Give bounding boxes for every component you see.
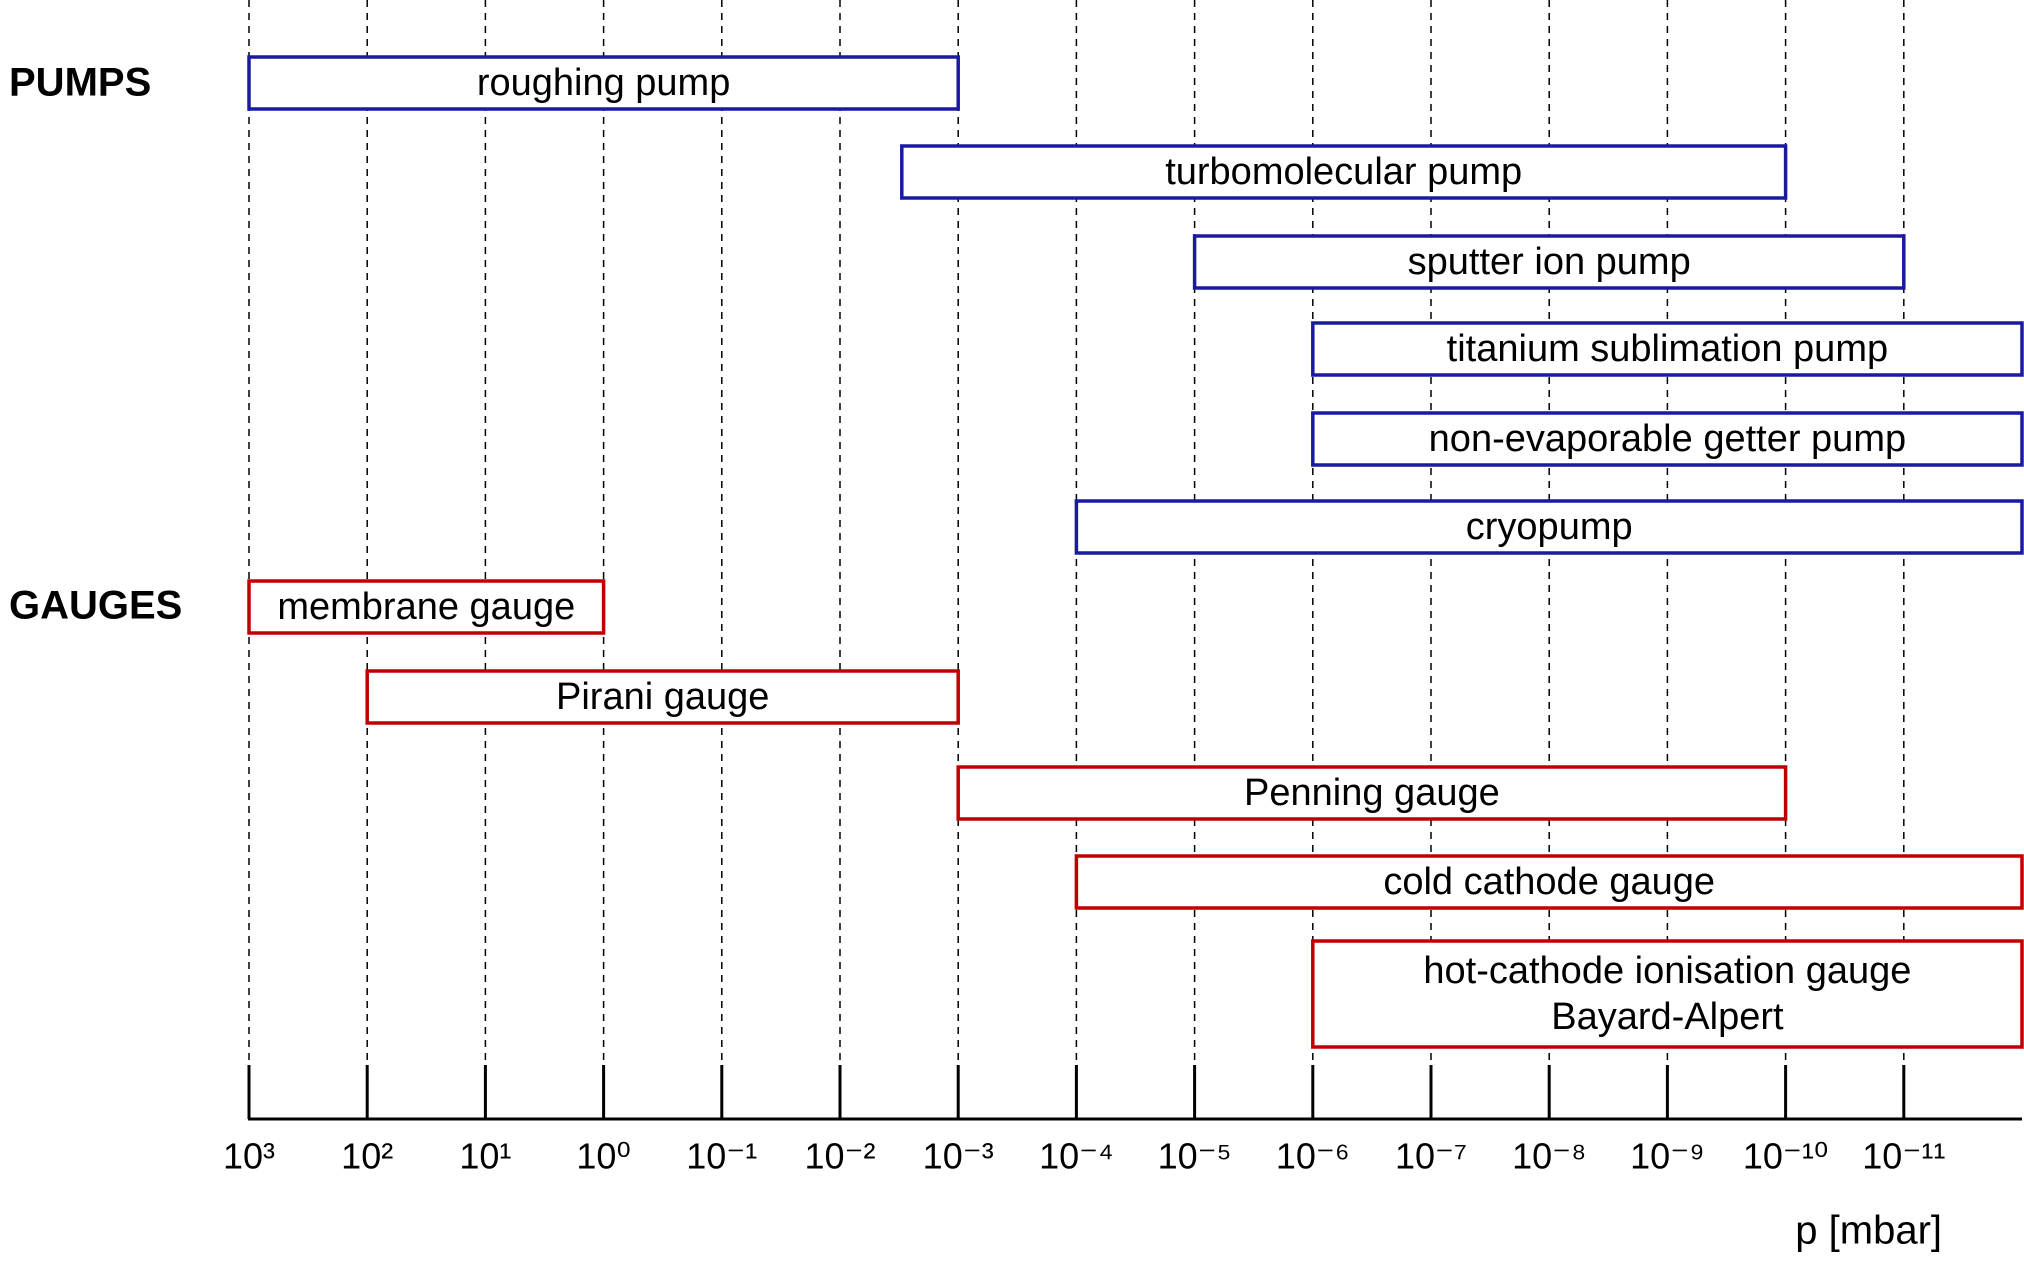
x-tick-label: 10⁻⁹ xyxy=(1630,1136,1704,1177)
group-label: PUMPS xyxy=(9,61,151,105)
range-bar xyxy=(1074,854,2024,910)
bar-label: hot-cathode ionisation gauge xyxy=(1423,950,1911,992)
range-bar xyxy=(1192,234,1906,290)
group-label: GAUGES xyxy=(9,584,182,628)
bar-label: Penning gauge xyxy=(1244,772,1500,814)
bar-label: Bayard-Alpert xyxy=(1551,996,1784,1038)
x-tick-label: 10⁻³ xyxy=(923,1136,994,1177)
bar-label: membrane gauge xyxy=(277,586,575,628)
range-bar xyxy=(1311,939,2024,1049)
range-bar xyxy=(247,55,960,111)
bar-label: cold cathode gauge xyxy=(1383,861,1715,903)
x-tick-label: 10⁻¹ xyxy=(686,1136,757,1177)
x-tick-label: 10⁻¹¹ xyxy=(1862,1136,1945,1177)
x-tick-label: 10¹ xyxy=(459,1136,511,1177)
bar-label: sputter ion pump xyxy=(1408,241,1691,283)
range-bar xyxy=(1311,411,2024,467)
x-tick-label: 10⁰ xyxy=(576,1136,630,1177)
x-tick-label: 10⁻⁵ xyxy=(1158,1136,1232,1177)
x-tick-label: 10⁻⁷ xyxy=(1395,1136,1467,1177)
x-axis-label: p [mbar] xyxy=(1795,1209,1942,1253)
range-bar xyxy=(247,579,606,635)
x-tick-label: 10⁻¹⁰ xyxy=(1743,1136,1828,1177)
range-bar xyxy=(900,144,1788,200)
x-tick-label: 10² xyxy=(341,1136,393,1177)
range-bar xyxy=(1311,321,2024,377)
x-tick-label: 10⁻² xyxy=(804,1136,875,1177)
x-tick-label: 10⁻⁴ xyxy=(1039,1136,1114,1177)
bar-label: roughing pump xyxy=(477,62,731,104)
bar-label: titanium sublimation pump xyxy=(1447,328,1888,370)
bar-label: turbomolecular pump xyxy=(1165,151,1522,193)
bar-label: Pirani gauge xyxy=(556,676,769,718)
x-tick-label: 10³ xyxy=(223,1136,275,1177)
range-bar xyxy=(1074,499,2024,555)
bar-label: non-evaporable getter pump xyxy=(1429,418,1906,460)
range-bar xyxy=(956,765,1788,821)
range-bar xyxy=(365,669,960,725)
x-tick-label: 10⁻⁸ xyxy=(1512,1136,1586,1177)
x-tick-label: 10⁻⁶ xyxy=(1276,1136,1350,1177)
bar-label: cryopump xyxy=(1466,506,1633,548)
